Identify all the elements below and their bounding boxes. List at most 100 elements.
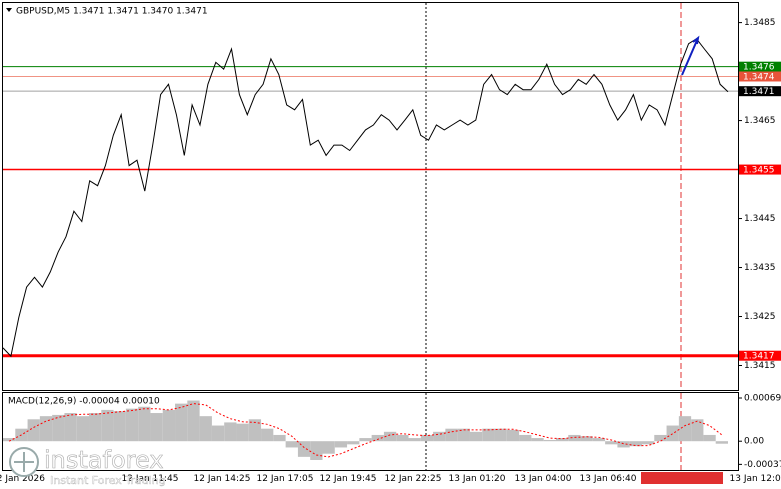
level-label-bg — [739, 164, 781, 175]
level-label: 1.3476 — [743, 63, 775, 73]
level-label: 1.3417 — [743, 352, 775, 362]
macd-bar — [617, 441, 630, 448]
y-tick-label: 1.3425 — [744, 312, 776, 322]
x-tick-label: 12 Jan 22:25 — [385, 474, 442, 484]
y-tick-label: 1.3435 — [744, 263, 776, 273]
macd-bar — [371, 434, 384, 442]
macd-bar — [248, 419, 262, 442]
level-label-bg — [739, 61, 781, 72]
macd-bar — [310, 441, 323, 460]
macd-bar — [187, 400, 200, 442]
macd-bar — [494, 428, 507, 442]
header-arrow — [6, 8, 12, 12]
trend-arrow — [681, 35, 700, 76]
macd-bar — [654, 434, 667, 442]
macd-bar — [715, 441, 728, 444]
macd-bar — [691, 419, 704, 442]
macd-bar — [543, 439, 556, 442]
logo: instaforex Instant Forex Trading — [9, 446, 166, 487]
main-frame — [2, 2, 739, 391]
macd-title: MACD(12,26,9) -0.00004 0.00010 — [8, 397, 160, 407]
macd-bar — [76, 416, 90, 442]
y-tick-label: 1.3485 — [744, 18, 776, 28]
macd-bar — [199, 416, 212, 442]
macd-bar — [138, 406, 151, 442]
macd-bar — [408, 438, 421, 442]
macd-bar — [211, 425, 225, 442]
macd-bar — [89, 413, 102, 442]
macd-bar — [629, 441, 642, 447]
macd-bar — [224, 422, 237, 442]
slogan: Instant Forex Trading — [50, 474, 166, 487]
x-tick-label: 12 Jan 17:05 — [257, 474, 314, 484]
macd-bar — [175, 403, 188, 442]
x-tick-label: 12 Jan 14:25 — [194, 474, 251, 484]
macd-bar — [506, 429, 520, 442]
macd-bar — [592, 438, 606, 442]
macd-bar — [261, 428, 274, 442]
macd-bar — [433, 431, 446, 442]
macd-bar — [297, 441, 311, 457]
macd-bar — [52, 414, 65, 442]
macd-bar — [568, 434, 581, 442]
y-tick-label: -0.00037 — [744, 460, 781, 470]
macd-bar — [678, 416, 692, 442]
macd-bar — [605, 441, 618, 445]
macd-bar — [150, 413, 163, 442]
level-label-bg — [739, 71, 781, 82]
signal-line — [8, 403, 723, 458]
macd-bar — [420, 434, 434, 442]
x-tick-label: 13 Jan 06:40 — [580, 474, 637, 484]
macd-bar — [555, 438, 569, 442]
level-label: 1.3474 — [743, 72, 775, 82]
macd-bar — [445, 428, 458, 442]
macd-bar — [482, 428, 495, 442]
x-tick-label: 13 Jan 12:00 — [730, 474, 781, 484]
x-label-highlight — [641, 472, 723, 484]
macd-bar — [359, 438, 372, 442]
y-tick-label: 1.3415 — [744, 361, 776, 371]
macd-bar — [162, 409, 176, 442]
macd-bar — [519, 434, 532, 442]
macd-bar — [64, 413, 77, 442]
macd-bar — [580, 436, 593, 442]
x-tick-label: 12 Jan 19:45 — [320, 474, 377, 484]
price-line — [2, 38, 729, 358]
y-tick-label: 0.00069 — [744, 394, 781, 404]
y-tick-label: 0.00 — [744, 437, 764, 447]
macd-bar — [396, 434, 409, 442]
level-label: 1.3471 — [743, 87, 775, 97]
macd-bar — [703, 434, 716, 442]
macd-bar — [457, 428, 470, 442]
macd-bar — [322, 441, 335, 454]
macd-bar — [101, 409, 114, 442]
macd-bar — [113, 411, 126, 442]
brand: instaforex — [44, 446, 164, 474]
x-tick-label: 12 Jan 11:45 — [122, 474, 179, 484]
macd-bar — [666, 425, 679, 442]
x-tick-label: 13 Jan 01:20 — [449, 474, 506, 484]
macd-bar — [469, 431, 483, 442]
macd-bar — [273, 434, 286, 442]
macd-bar — [641, 441, 655, 445]
y-tick-label: 1.3445 — [744, 214, 776, 224]
macd-frame — [2, 392, 739, 471]
macd-bar — [285, 441, 298, 448]
level-label-bg — [739, 350, 781, 361]
level-label-bg — [739, 86, 781, 97]
x-tick-label: 13 Jan 04:00 — [515, 474, 572, 484]
x-tick-label: 12 Jan 2026 — [0, 474, 45, 484]
logo-icon — [14, 452, 34, 472]
macd-bar — [27, 419, 40, 442]
level-label: 1.3455 — [743, 166, 775, 176]
macd-bar — [236, 423, 249, 442]
macd-bar — [531, 438, 544, 442]
macd-bar — [334, 441, 348, 448]
chart-title: GBPUSD,M5 1.3471 1.3471 1.3470 1.3471 — [16, 7, 208, 17]
y-tick-label: 1.3465 — [744, 116, 776, 126]
macd-bar — [347, 441, 360, 445]
macd-bar — [125, 408, 139, 442]
macd-bar — [383, 431, 397, 442]
